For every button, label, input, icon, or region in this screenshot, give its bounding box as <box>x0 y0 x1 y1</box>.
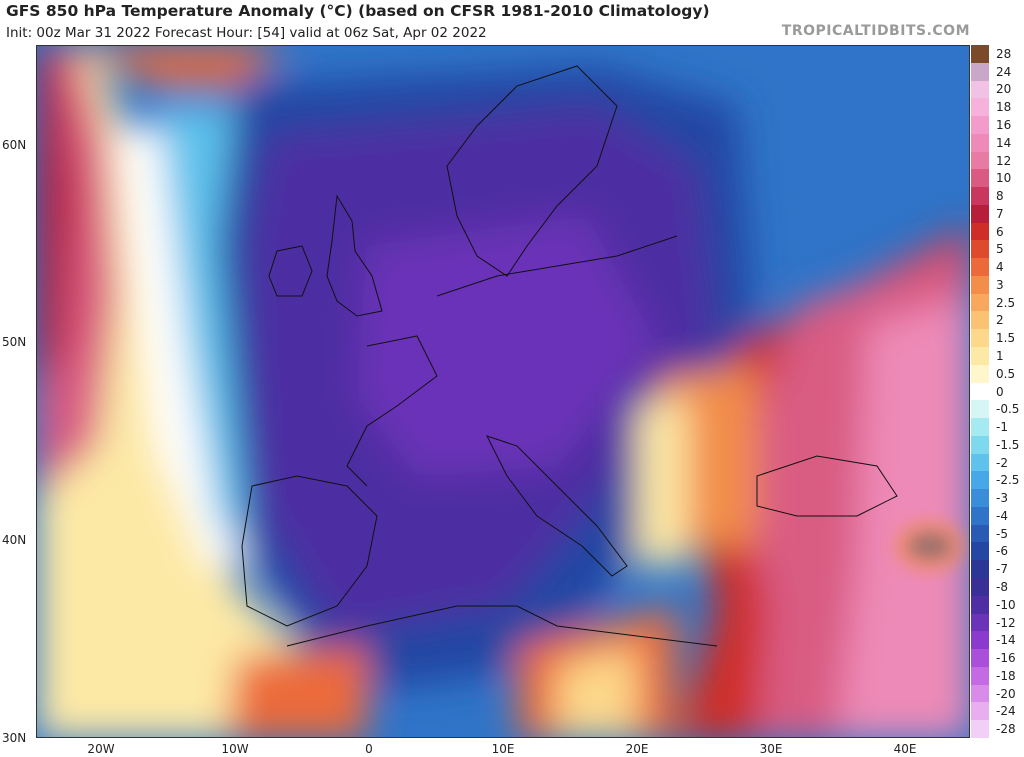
colorbar-swatch <box>971 453 989 472</box>
colorbar-label: -12 <box>996 615 1016 630</box>
colorbar-label: -18 <box>996 668 1016 683</box>
colorbar-label: -6 <box>996 544 1008 559</box>
colorbar-label: -24 <box>996 704 1016 719</box>
anomaly-field <box>37 46 969 737</box>
colorbar-swatch <box>971 471 989 490</box>
colorbar-swatch <box>971 418 989 436</box>
colorbar-label: -2.5 <box>996 473 1020 488</box>
colorbar-label: 6 <box>996 224 1004 239</box>
colorbar-swatch <box>971 702 989 721</box>
colorbar-label: 12 <box>996 153 1012 168</box>
colorbar-label: -16 <box>996 651 1016 666</box>
colorbar-swatch <box>971 98 989 117</box>
colorbar-swatch <box>971 489 989 507</box>
colorbar-label: 24 <box>996 64 1012 79</box>
colorbar-swatch <box>971 204 989 223</box>
colorbar-label: 0.5 <box>996 366 1016 381</box>
colorbar-label: 4 <box>996 260 1004 275</box>
colorbar-swatch <box>971 364 989 383</box>
colorbar-swatch <box>971 133 989 152</box>
anomaly-map <box>36 45 970 738</box>
colorbar-label: 10 <box>996 171 1012 186</box>
lon-label-20w: 20W <box>87 742 115 756</box>
colorbar-swatch <box>971 151 989 170</box>
lat-label-30n: 30N <box>2 731 27 745</box>
colorbar-swatch <box>971 62 989 81</box>
lon-label-0: 0 <box>365 742 373 756</box>
colorbar-swatch <box>971 382 989 401</box>
colorbar-label: -14 <box>996 633 1016 648</box>
colorbar-swatch <box>971 169 989 188</box>
colorbar-swatch <box>971 222 989 241</box>
colorbar-label: -8 <box>996 579 1008 594</box>
colorbar-label: 2.5 <box>996 295 1016 310</box>
map-subtitle: Init: 00z Mar 31 2022 Forecast Hour: [54… <box>6 25 487 41</box>
colorbar-label: 5 <box>996 242 1004 257</box>
lat-label-50n: 50N <box>2 335 27 349</box>
lon-label-30e: 30E <box>759 742 783 756</box>
colorbar-swatch <box>971 80 989 99</box>
colorbar-label: 0 <box>996 384 1004 399</box>
colorbar-swatch <box>971 45 989 63</box>
colorbar-label: -3 <box>996 491 1008 506</box>
colorbar-swatch <box>971 720 989 738</box>
colorbar-label: -20 <box>996 686 1016 701</box>
colorbar-swatch <box>971 613 989 632</box>
colorbar-swatch <box>971 542 989 561</box>
colorbar-swatch <box>971 631 989 650</box>
colorbar-swatch <box>971 347 989 365</box>
colorbar-label: -5 <box>996 526 1008 541</box>
colorbar <box>971 45 989 738</box>
colorbar-label: 1.5 <box>996 331 1016 346</box>
lon-label-10w: 10W <box>221 742 249 756</box>
colorbar-label: 28 <box>996 46 1012 61</box>
colorbar-label: 20 <box>996 82 1012 97</box>
colorbar-swatch <box>971 595 989 614</box>
colorbar-label: -1 <box>996 420 1008 435</box>
colorbar-label: 18 <box>996 100 1012 115</box>
lat-label-40n: 40N <box>2 533 27 547</box>
colorbar-swatch <box>971 116 989 134</box>
colorbar-label: 7 <box>996 206 1004 221</box>
colorbar-label: 14 <box>996 135 1012 150</box>
colorbar-label: -7 <box>996 562 1008 577</box>
colorbar-swatch <box>971 311 989 330</box>
colorbar-label: -0.5 <box>996 402 1020 417</box>
colorbar-label: 1 <box>996 348 1004 363</box>
colorbar-swatch <box>971 400 989 419</box>
lon-label-10e: 10E <box>491 742 515 756</box>
colorbar-swatch <box>971 329 989 348</box>
colorbar-label: 2 <box>996 313 1004 328</box>
colorbar-label: -28 <box>996 722 1016 737</box>
colorbar-label: -1.5 <box>996 437 1020 452</box>
colorbar-swatch <box>971 649 989 667</box>
colorbar-swatch <box>971 293 989 312</box>
lat-label-60n: 60N <box>2 138 27 152</box>
colorbar-label: -2 <box>996 455 1008 470</box>
colorbar-label: 16 <box>996 117 1012 132</box>
brand-label[interactable]: TROPICALTIDBITS.COM <box>781 23 970 39</box>
colorbar-swatch <box>971 435 989 454</box>
colorbar-labels: 28 24 20 18 16 14 12 10 8 7 6 5 4 3 2.5 2 1.5 1 0.5 0 -0.5 -1… <box>992 45 1024 738</box>
colorbar-swatch <box>971 560 989 578</box>
colorbar-swatch <box>971 240 989 259</box>
colorbar-swatch <box>971 524 989 543</box>
colorbar-swatch <box>971 506 989 525</box>
colorbar-swatch <box>971 684 989 703</box>
colorbar-swatch <box>971 577 989 596</box>
lon-label-20e: 20E <box>625 742 649 756</box>
colorbar-label: 3 <box>996 277 1004 292</box>
colorbar-swatch <box>971 666 989 685</box>
colorbar-label: 8 <box>996 189 1004 204</box>
colorbar-swatch <box>971 258 989 276</box>
colorbar-label: -10 <box>996 597 1016 612</box>
lon-label-40e: 40E <box>893 742 917 756</box>
colorbar-label: -4 <box>996 508 1008 523</box>
map-title: GFS 850 hPa Temperature Anomaly (°C) (ba… <box>6 2 710 20</box>
colorbar-swatch <box>971 187 989 205</box>
colorbar-swatch <box>971 275 989 294</box>
